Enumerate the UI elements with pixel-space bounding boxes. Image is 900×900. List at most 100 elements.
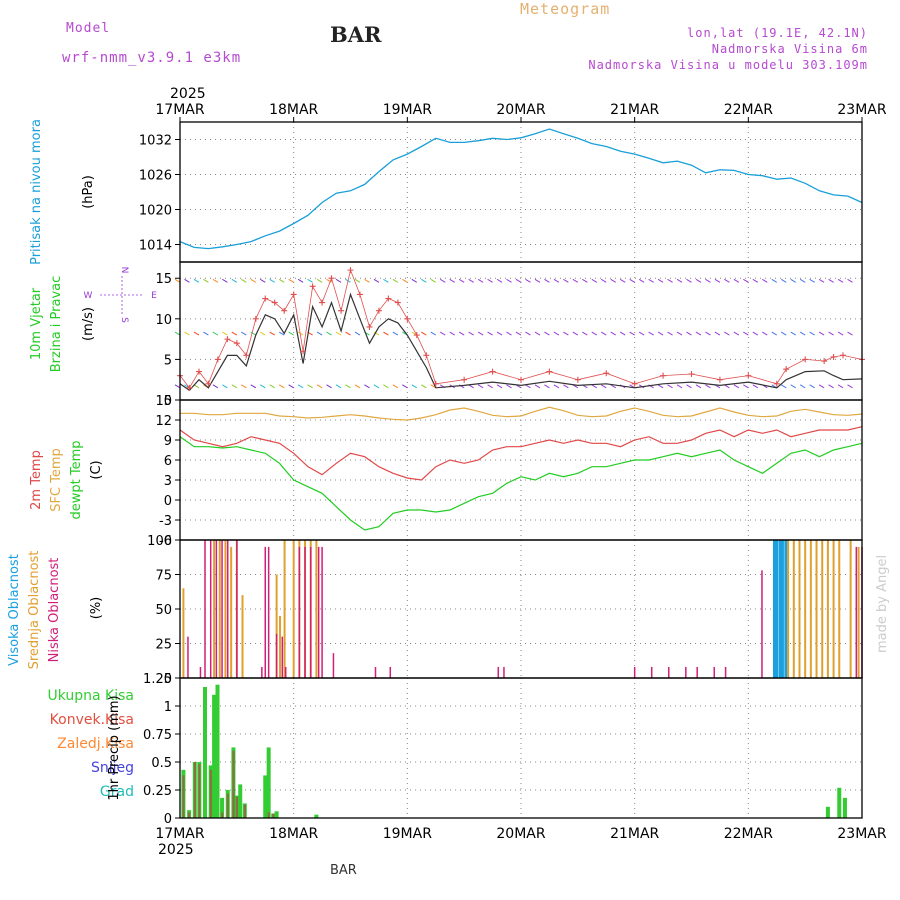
wind-barb: [638, 278, 645, 283]
wind-barb: [544, 384, 550, 389]
cloud-low-bar: [304, 546, 306, 678]
tick-label-x-bottom: 22MAR: [724, 826, 773, 842]
cloud-mid-bar: [230, 546, 233, 678]
wind-barb: [392, 384, 399, 389]
cloud-low-bar: [650, 666, 653, 678]
wind-barb: [288, 331, 294, 336]
wind-barb: [335, 384, 342, 389]
temp2m-side-label: 2m Temp: [29, 450, 44, 510]
cloud-mid-bar: [787, 540, 790, 678]
wind-barb: [610, 384, 616, 389]
wind-barb: [496, 384, 503, 389]
compass-cross: [100, 276, 144, 316]
precip-conv-bar: [188, 812, 191, 818]
tick-label-y: 1032: [139, 134, 172, 149]
cloud-low-bar: [685, 666, 687, 678]
wind-barb: [591, 331, 598, 336]
wind-barb: [847, 384, 853, 389]
wind-barb: [354, 331, 361, 336]
cloud-mid-bar: [832, 540, 835, 678]
wind-barb: [534, 384, 541, 389]
sfc-side-label: SFC Temp: [49, 448, 64, 512]
cloud-high-bar: [778, 540, 782, 678]
wind-barb: [477, 384, 484, 389]
credit-label: made by Angel: [875, 555, 890, 653]
cloud-low-bar: [309, 546, 312, 678]
wind-barb: [231, 331, 238, 336]
header-model-elevation: Nadmorska Visina u modelu 303.109m: [588, 58, 868, 72]
wind-ylabel: (m/s): [81, 307, 96, 341]
cloud-high-bar: [784, 540, 788, 678]
wind-barb: [496, 278, 503, 283]
tick-label-y: 1026: [139, 169, 172, 184]
wind-barb: [790, 384, 796, 389]
wind-barb: [515, 278, 522, 283]
wind-barb: [231, 384, 238, 389]
wind-barb: [506, 331, 512, 336]
wind-barb: [402, 384, 408, 389]
wind-barb: [582, 331, 588, 336]
tick-label-x-bottom: 18MAR: [269, 826, 318, 842]
wind-barb: [297, 331, 304, 336]
precip-total-bar: [837, 787, 842, 818]
tick-label-x-bottom: 21MAR: [610, 826, 659, 842]
cloud-low-bar: [855, 546, 858, 678]
wind-barb: [610, 278, 616, 283]
wind-barb: [563, 278, 569, 283]
compass-west-label: W: [84, 291, 93, 301]
cloud-mid-bar: [279, 615, 282, 678]
cloud-mid-bar: [826, 540, 829, 678]
tick-label-x-bottom: 23MAR: [837, 826, 886, 842]
wind-barb: [676, 278, 683, 283]
cloud-mid-bar: [838, 540, 841, 678]
wind-barb: [174, 331, 181, 336]
dewpt-side-label: dewpt Temp: [69, 440, 84, 519]
wind-barb: [752, 278, 759, 283]
wind-barb: [837, 331, 844, 336]
wind-barb: [241, 331, 247, 336]
cloud-low-bar: [209, 540, 212, 678]
wind-barb: [553, 278, 560, 283]
tick-label-y: 15: [155, 272, 172, 287]
cloud-low-bar: [267, 546, 270, 678]
wind-barb: [600, 331, 607, 336]
tick-label-y: 50: [155, 603, 172, 618]
wind-barb: [714, 331, 721, 336]
wind-barb: [259, 384, 266, 389]
wind-barb: [297, 384, 304, 389]
wind-barb: [430, 331, 437, 336]
cloud-mid-bar: [792, 540, 795, 678]
wind-barb: [506, 278, 512, 283]
wind-barb: [828, 331, 834, 336]
wind-barb: [449, 278, 455, 283]
wind-barb: [269, 278, 275, 283]
compass-east-label: E: [151, 291, 157, 301]
wind-barb: [657, 384, 664, 389]
wind-barb: [278, 331, 285, 336]
wind-barb: [667, 384, 673, 389]
wind-barb: [648, 331, 654, 336]
tick-label-x-top: 18MAR: [269, 102, 318, 118]
cloud-high-bar: [775, 540, 779, 678]
wind-barb: [714, 278, 721, 283]
wind-barb: [553, 384, 560, 389]
wind-side-label-1: 10m Vjetar: [29, 287, 44, 360]
tick-label-x-top: 17MAR: [155, 102, 204, 118]
wind-barb: [525, 384, 531, 389]
precip-total-bar: [212, 694, 217, 818]
wind-barb: [193, 331, 200, 336]
wind-barb: [373, 278, 380, 283]
cloud-mid-bar: [275, 574, 278, 678]
wind-barb: [345, 331, 351, 336]
wind-barb: [383, 278, 389, 283]
wind-barb: [174, 278, 181, 283]
wind-barb: [733, 384, 740, 389]
wind-barb: [686, 331, 692, 336]
wind-barb: [307, 384, 313, 389]
tick-label-x-top: 20MAR: [496, 102, 545, 118]
wind-barb: [534, 278, 541, 283]
cloud-low-bar: [199, 666, 202, 678]
wind-barb: [563, 384, 569, 389]
tick-label-y: 15: [155, 394, 172, 409]
